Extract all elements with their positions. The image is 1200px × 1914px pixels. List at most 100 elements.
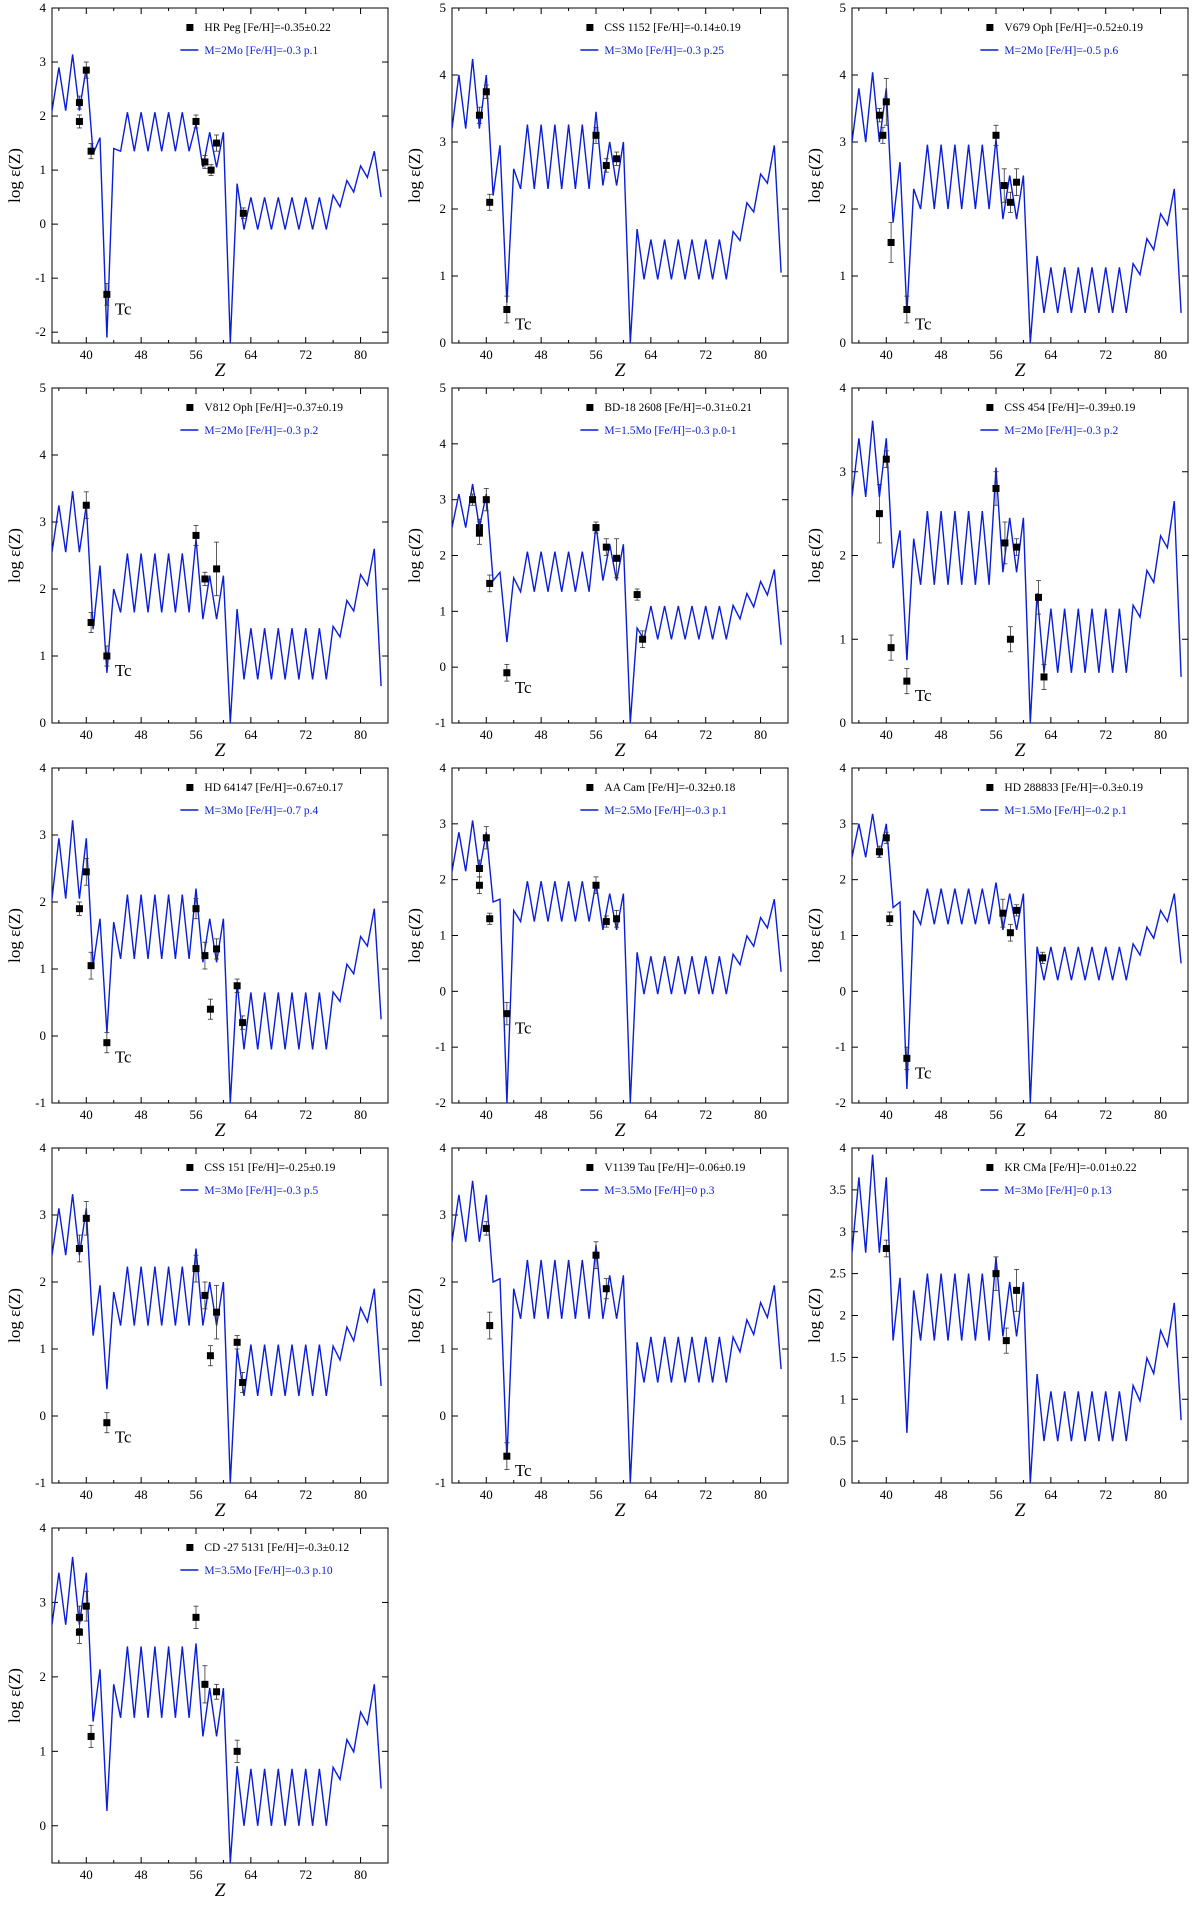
observed-point <box>482 826 490 850</box>
y-tick-label: -1 <box>435 1039 446 1054</box>
legend-star-label: BD-18 2608 [Fe/H]=-0.31±0.21 <box>604 402 752 414</box>
observed-point <box>233 978 241 993</box>
y-tick-label: 5 <box>840 0 847 15</box>
x-tick-label: 48 <box>135 347 148 362</box>
point-marker <box>887 644 895 652</box>
observed-point <box>87 143 95 160</box>
observed-point <box>882 1239 890 1258</box>
y-tick-label: 4 <box>840 67 847 82</box>
observed-point <box>82 858 90 886</box>
y-tick-label: 0 <box>40 1818 47 1833</box>
legend-star-marker <box>986 1164 994 1171</box>
x-tick-label: 72 <box>1099 1487 1112 1502</box>
point-marker <box>875 848 883 856</box>
y-tick-label: 2 <box>40 108 47 123</box>
y-tick-label: 3 <box>440 134 447 149</box>
x-tick-label: 40 <box>80 347 93 362</box>
y-tick-label: 3 <box>40 827 47 842</box>
observed-point <box>75 95 83 110</box>
y-tick-label: 3 <box>840 816 847 831</box>
x-tick-label: 40 <box>480 1107 493 1122</box>
legend-star-label: CSS 454 [Fe/H]=-0.39±0.19 <box>1004 402 1135 414</box>
y-tick-label: 0 <box>40 715 47 730</box>
observed-point <box>82 61 90 79</box>
point-marker <box>103 1039 111 1047</box>
x-tick-label: 40 <box>880 347 893 362</box>
x-tick-label: 64 <box>244 1107 258 1122</box>
plot-frame <box>451 7 789 344</box>
observed-point <box>82 491 90 520</box>
y-tick-label: 3 <box>40 1594 47 1609</box>
point-marker <box>592 881 600 889</box>
x-tick-label: 48 <box>535 727 548 742</box>
observed-point <box>75 114 83 129</box>
observed-point <box>1002 1327 1010 1354</box>
y-tick-label: 2 <box>40 894 47 909</box>
observed-point <box>213 938 221 960</box>
observed-point <box>192 1605 200 1629</box>
x-tick-label: 56 <box>590 727 604 742</box>
plot-frame <box>851 7 1189 344</box>
point-marker <box>213 565 221 573</box>
point-marker <box>1001 539 1009 547</box>
point-marker <box>87 962 95 970</box>
legend-star-marker <box>586 1164 594 1171</box>
legend-star-marker <box>586 404 594 411</box>
y-tick-label: 3 <box>440 816 447 831</box>
observed-point <box>82 1590 90 1622</box>
observed-point <box>1039 951 1047 964</box>
observed-point <box>87 612 95 633</box>
y-axis-label: log ε(Z) <box>405 1288 424 1343</box>
x-tick-label: 40 <box>880 1487 893 1502</box>
x-axis-label: Z <box>615 740 626 761</box>
x-tick-label: 56 <box>590 1487 604 1502</box>
observed-point <box>613 909 621 928</box>
legend-model-label: M=3.5Mo [Fe/H]=-0.3 p.10 <box>204 1565 333 1577</box>
observed-point <box>475 859 483 878</box>
observed-point <box>482 84 490 99</box>
observed-point <box>87 951 95 980</box>
observed-point <box>75 1234 83 1263</box>
y-tick-label: 4 <box>440 67 447 82</box>
y-tick-label: 3 <box>840 464 847 479</box>
model-series-line <box>52 820 382 1103</box>
observed-point <box>482 488 490 512</box>
legend-star-marker <box>986 784 994 791</box>
y-axis-label: log ε(Z) <box>405 908 424 963</box>
y-tick-label: 1 <box>440 268 447 283</box>
point-marker <box>213 1688 221 1696</box>
tc-annotation: Tc <box>915 686 932 705</box>
tc-annotation: Tc <box>515 678 532 697</box>
observed-point <box>201 1665 209 1704</box>
point-marker <box>192 117 200 125</box>
observed-point <box>875 108 883 123</box>
y-tick-label: 4 <box>40 1140 47 1155</box>
y-tick-label: 3 <box>40 514 47 529</box>
point-marker <box>613 155 621 163</box>
point-marker <box>503 1452 511 1460</box>
y-axis-label: log ε(Z) <box>5 908 24 963</box>
y-axis-label: log ε(Z) <box>805 148 824 203</box>
point-marker <box>633 591 641 599</box>
legend-model-label: M=2.5Mo [Fe/H]=-0.3 p.1 <box>604 805 727 817</box>
x-tick-label: 40 <box>80 1867 93 1882</box>
y-tick-label: 1 <box>840 1391 847 1406</box>
point-marker <box>201 1291 209 1299</box>
x-tick-label: 64 <box>244 1487 258 1502</box>
observed-point <box>486 1311 494 1340</box>
y-tick-label: 1 <box>840 631 847 646</box>
y-tick-label: 0 <box>840 983 847 998</box>
y-tick-label: 4 <box>840 1140 847 1155</box>
point-marker <box>999 909 1007 917</box>
y-tick-label: 2 <box>40 581 47 596</box>
x-tick-label: 64 <box>244 1867 258 1882</box>
point-marker <box>82 1602 90 1610</box>
legend-star-marker <box>186 1544 194 1551</box>
tc-annotation: Tc <box>115 299 132 318</box>
point-marker <box>886 915 894 923</box>
legend: CD -27 5131 [Fe/H]=-0.3±0.12 M=3.5Mo [Fe/… <box>180 1542 349 1577</box>
x-tick-label: 56 <box>590 347 604 362</box>
observed-point <box>602 915 610 928</box>
